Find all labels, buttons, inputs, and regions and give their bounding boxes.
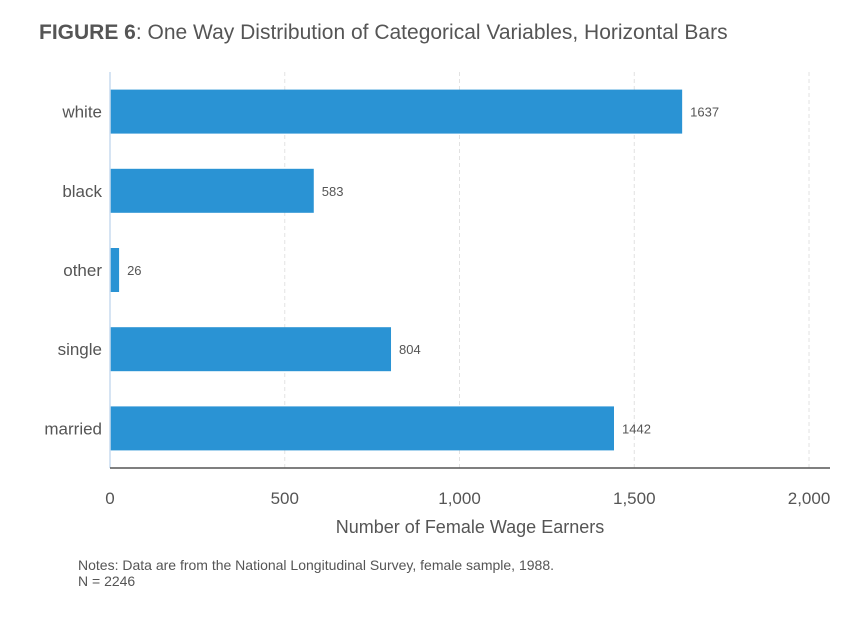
x-axis-title: Number of Female Wage Earners [336, 517, 604, 537]
notes-source: Notes: Data are from the National Longit… [78, 557, 554, 573]
x-tick-label: 500 [271, 489, 299, 508]
bar [110, 327, 392, 372]
value-label: 26 [127, 263, 141, 278]
figure-number: FIGURE 6 [39, 21, 136, 44]
x-tick-label: 1,500 [613, 489, 656, 508]
bar [110, 248, 120, 292]
notes-n: N = 2246 [78, 573, 136, 589]
category-label: black [62, 182, 102, 201]
figure-caption: : One Way Distribution of Categorical Va… [135, 21, 728, 44]
labels: 0 500 1,000 1,500 2,000 white 1637 black 583 othe… [44, 103, 830, 508]
x-tick-label: 0 [105, 489, 114, 508]
x-tick-label: 1,000 [438, 489, 481, 508]
figure-notes: Notes: Data are from the National Longit… [78, 557, 554, 589]
category-label: single [58, 340, 102, 359]
category-label: other [63, 261, 102, 280]
bar [110, 406, 614, 451]
figure-title: FIGURE 6: One Way Distribution of Catego… [39, 21, 728, 45]
value-label: 1442 [622, 421, 651, 436]
bar [110, 89, 683, 134]
value-label: 1637 [690, 105, 719, 120]
category-label: white [61, 103, 102, 122]
grid-lines [284, 72, 810, 468]
category-label: married [44, 419, 102, 438]
value-label: 583 [322, 184, 344, 199]
bar [110, 168, 314, 213]
bars [110, 89, 683, 451]
x-tick-label: 2,000 [788, 489, 831, 508]
value-label: 804 [399, 342, 421, 357]
